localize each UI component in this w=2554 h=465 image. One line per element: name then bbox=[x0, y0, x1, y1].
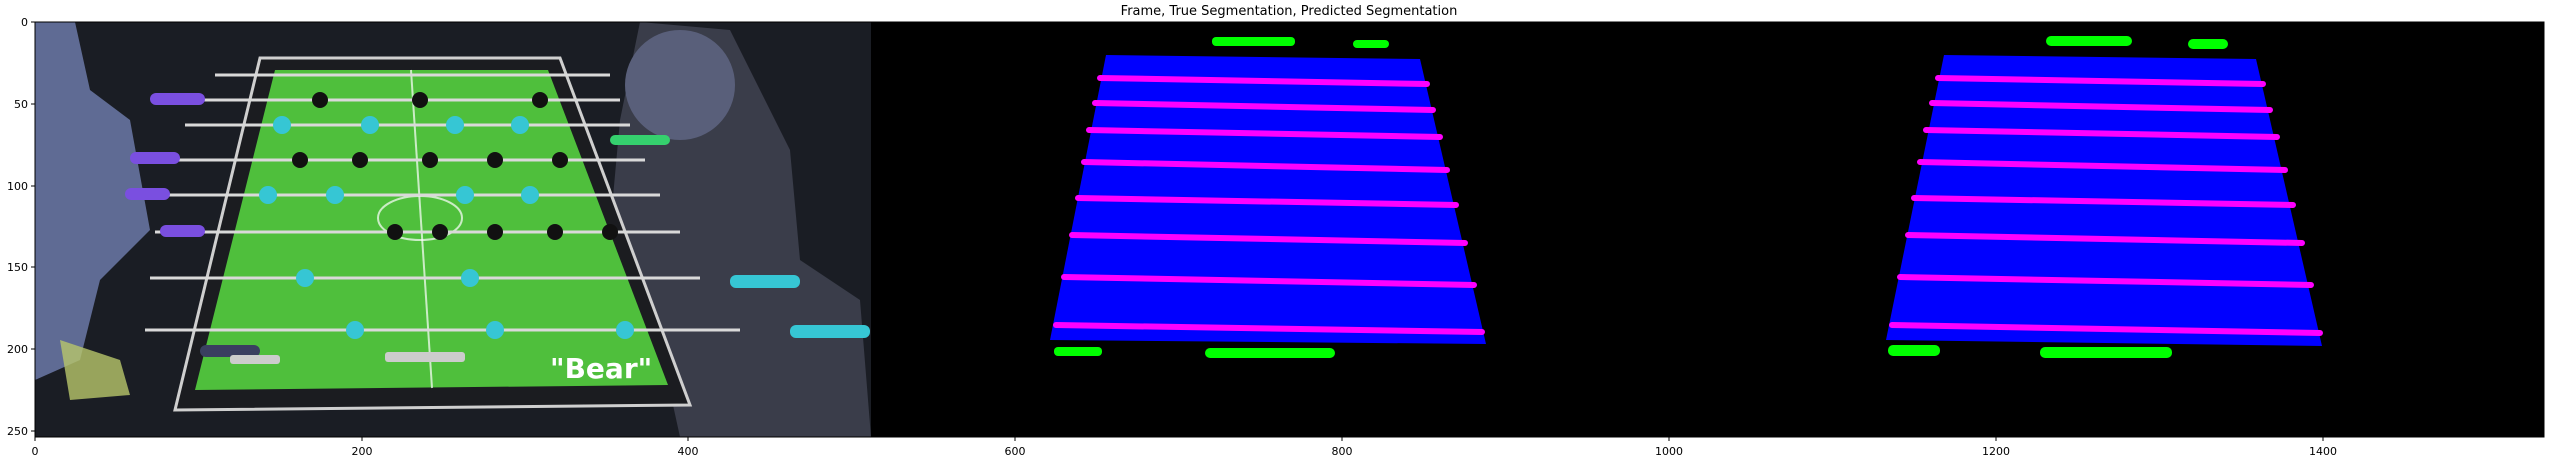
y-tick-label: 50 bbox=[14, 98, 28, 111]
x-tick: 0 bbox=[32, 437, 39, 458]
y-tick-label: 200 bbox=[7, 343, 28, 356]
x-tick-label: 400 bbox=[678, 445, 699, 458]
figure-title: Frame, True Segmentation, Predicted Segm… bbox=[1121, 4, 1458, 19]
y-tick: 150 bbox=[7, 261, 35, 274]
x-tick-label: 1400 bbox=[2309, 445, 2337, 458]
field-center-line bbox=[410, 69, 433, 389]
predicted-goal-regions bbox=[1888, 36, 2228, 358]
x-tick: 800 bbox=[1332, 437, 1353, 458]
x-tick: 1000 bbox=[1655, 437, 1683, 458]
frame-panel: "Bear" bbox=[35, 22, 871, 437]
frame-players-dark bbox=[292, 92, 618, 240]
y-tick: 200 bbox=[7, 343, 35, 356]
predicted-rod-regions bbox=[1889, 75, 2323, 336]
axes-frame bbox=[34, 21, 2545, 438]
x-tick-label: 600 bbox=[1005, 445, 1026, 458]
frame-score-counter bbox=[230, 352, 465, 364]
y-tick: 250 bbox=[7, 425, 35, 438]
x-tick-label: 800 bbox=[1332, 445, 1353, 458]
x-tick-label: 200 bbox=[352, 445, 373, 458]
y-tick-label: 0 bbox=[21, 16, 28, 29]
x-tick: 1200 bbox=[1982, 437, 2010, 458]
true-goal-regions bbox=[1054, 37, 1389, 358]
y-tick-label: 150 bbox=[7, 261, 28, 274]
x-tick: 400 bbox=[678, 437, 699, 458]
true-rod-regions bbox=[1053, 75, 1485, 335]
y-tick-label: 100 bbox=[7, 180, 28, 193]
table-brand-text: "Bear" bbox=[550, 352, 652, 385]
x-tick-label: 1000 bbox=[1655, 445, 1683, 458]
y-tick: 50 bbox=[14, 98, 35, 111]
y-tick-label: 250 bbox=[7, 425, 28, 438]
predicted-segmentation-panel bbox=[1886, 36, 2323, 358]
left-person bbox=[35, 22, 150, 380]
x-tick-label: 0 bbox=[32, 445, 39, 458]
image-area: "Bear" bbox=[35, 22, 2544, 437]
x-tick-label: 1200 bbox=[1982, 445, 2010, 458]
table-field bbox=[195, 70, 668, 390]
y-tick: 100 bbox=[7, 180, 35, 193]
right-person-head bbox=[625, 30, 735, 140]
x-tick: 200 bbox=[352, 437, 373, 458]
y-axis: 0 50 100 150 200 250 bbox=[7, 16, 35, 438]
x-axis: 0 200 400 600 800 1000 1200 1400 bbox=[32, 437, 2337, 458]
true-segmentation-panel bbox=[1050, 37, 1486, 358]
frame-players-cyan bbox=[259, 116, 634, 339]
y-tick: 0 bbox=[21, 16, 35, 29]
left-person-shoe bbox=[60, 340, 130, 400]
frame-handles bbox=[125, 93, 870, 357]
x-tick: 600 bbox=[1005, 437, 1026, 458]
x-tick: 1400 bbox=[2309, 437, 2337, 458]
